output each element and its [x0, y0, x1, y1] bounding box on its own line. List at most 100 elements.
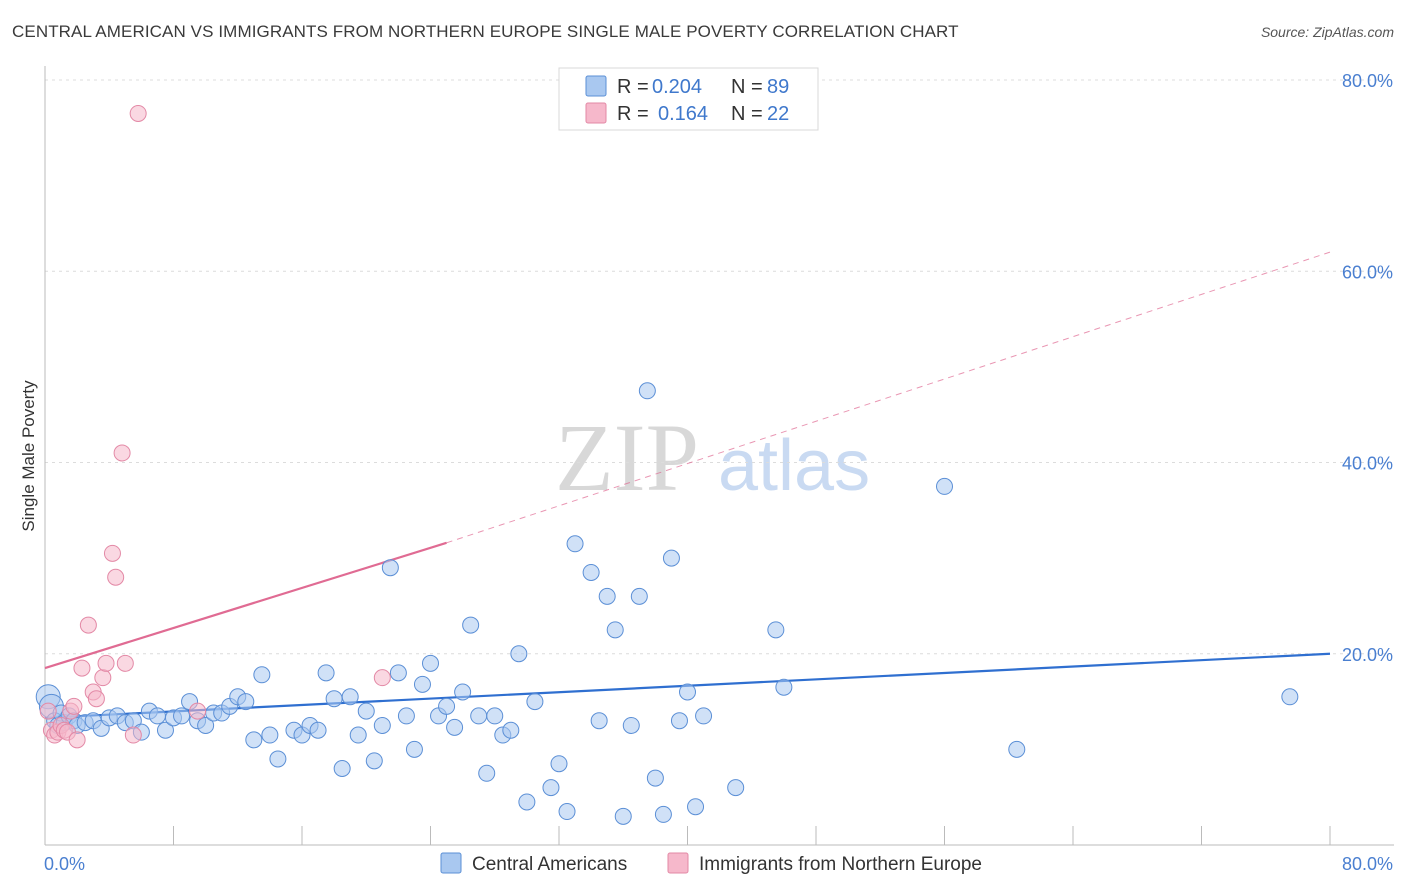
- point-northern-europe: [116, 654, 134, 672]
- trend-line-northern-europe: [44, 541, 447, 670]
- point-central-americans: [422, 654, 439, 672]
- legend-n-label: N =: [731, 76, 763, 98]
- legend-n-label: N =: [731, 103, 763, 125]
- chart-title: CENTRAL AMERICAN VS IMMIGRANTS FROM NORT…: [12, 22, 959, 41]
- point-central-americans: [454, 683, 472, 701]
- point-central-americans: [510, 645, 528, 663]
- point-central-americans: [156, 721, 174, 739]
- legend-n-value: 89: [767, 76, 789, 98]
- point-central-americans: [309, 721, 327, 739]
- legend-top: R = 0.204 N = 89 R = 0.164 N = 22: [558, 67, 819, 131]
- point-central-americans: [389, 664, 407, 682]
- legend-swatch-central-americans: [440, 852, 462, 874]
- legend-label-northern-europe: Immigrants from Northern Europe: [699, 854, 982, 875]
- point-central-americans: [269, 750, 287, 768]
- point-central-americans: [767, 621, 785, 639]
- point-central-americans: [197, 716, 215, 734]
- point-central-americans: [695, 707, 713, 725]
- point-central-americans: [1281, 688, 1299, 706]
- point-central-americans: [381, 559, 399, 577]
- y-tick-label: 60.0%: [1342, 262, 1393, 282]
- legend-bottom: Central Americans Immigrants from Northe…: [440, 852, 982, 875]
- point-central-americans: [261, 726, 279, 744]
- point-central-americans: [349, 726, 367, 744]
- point-central-americans: [606, 621, 624, 639]
- point-central-americans: [630, 587, 648, 605]
- point-central-americans: [590, 712, 608, 730]
- legend-n-value: 22: [767, 103, 789, 125]
- y-tick-label: 40.0%: [1342, 454, 1393, 474]
- point-northern-europe: [189, 702, 207, 720]
- point-central-americans: [582, 563, 600, 581]
- point-central-americans: [317, 664, 335, 682]
- point-central-americans: [357, 702, 375, 720]
- point-northern-europe: [39, 702, 57, 720]
- point-central-americans: [373, 716, 391, 734]
- legend-r-value: 0.164: [658, 103, 708, 125]
- point-central-americans: [413, 675, 431, 693]
- point-central-americans: [486, 707, 504, 725]
- point-central-americans: [502, 721, 520, 739]
- point-central-americans: [518, 793, 536, 811]
- point-northern-europe: [103, 544, 121, 562]
- trend-line-northern-europe-extension: [446, 251, 1331, 544]
- y-tick-label: 20.0%: [1342, 645, 1393, 665]
- point-northern-europe: [79, 616, 97, 634]
- point-northern-europe: [129, 104, 147, 122]
- point-central-americans: [566, 535, 584, 553]
- legend-r-label: R =: [617, 103, 649, 125]
- point-northern-europe: [68, 731, 86, 749]
- y-tick-labels: 20.0% 40.0% 60.0% 80.0%: [1342, 71, 1393, 665]
- point-central-americans: [654, 805, 672, 823]
- point-northern-europe: [87, 690, 105, 708]
- point-northern-europe: [124, 726, 142, 744]
- point-central-americans: [173, 707, 191, 725]
- point-central-americans: [365, 752, 383, 770]
- legend-label-central-americans: Central Americans: [472, 854, 627, 875]
- point-central-americans: [237, 693, 255, 711]
- point-central-americans: [936, 477, 953, 495]
- point-central-americans: [1008, 740, 1026, 758]
- gridlines: [45, 79, 1394, 655]
- watermark-atlas: atlas: [718, 426, 870, 506]
- x-tick-labels: 0.0% 80.0%: [44, 854, 1393, 874]
- point-central-americans: [775, 678, 793, 696]
- y-tick-label: 80.0%: [1342, 71, 1393, 91]
- x-tick-label: 0.0%: [44, 854, 85, 874]
- point-northern-europe: [73, 659, 91, 677]
- point-northern-europe: [107, 568, 125, 586]
- x-tick-label: 80.0%: [1342, 854, 1393, 874]
- point-central-americans: [727, 779, 745, 797]
- watermark-zip: ZIP: [555, 404, 699, 511]
- legend-swatch-northern: [585, 102, 607, 124]
- legend-swatch-central: [585, 75, 607, 97]
- point-northern-europe: [113, 444, 131, 462]
- point-central-americans: [397, 707, 415, 725]
- point-central-americans: [614, 807, 632, 825]
- point-central-americans: [558, 803, 576, 821]
- point-central-americans: [462, 616, 480, 634]
- point-central-americans: [478, 764, 496, 782]
- legend-r-value: 0.204: [652, 76, 702, 98]
- point-northern-europe: [97, 654, 115, 672]
- point-central-americans: [245, 731, 263, 749]
- point-central-americans: [622, 716, 640, 734]
- legend-swatch-northern-europe: [667, 852, 689, 874]
- point-central-americans: [333, 760, 351, 777]
- point-central-americans: [550, 755, 568, 773]
- point-central-americans: [679, 683, 696, 701]
- y-axis-label: Single Male Poverty: [19, 380, 38, 532]
- point-central-americans: [148, 707, 166, 725]
- source-label: Source: ZipAtlas.com: [1260, 24, 1394, 40]
- point-central-americans: [646, 769, 664, 787]
- point-northern-europe: [373, 669, 391, 687]
- point-central-americans: [341, 688, 359, 706]
- point-central-americans: [526, 693, 544, 711]
- data-points: [35, 104, 1299, 825]
- point-central-americans: [253, 666, 271, 684]
- point-northern-europe: [65, 697, 83, 715]
- point-northern-europe: [94, 669, 112, 687]
- point-central-americans: [405, 740, 423, 758]
- point-central-americans: [687, 798, 705, 816]
